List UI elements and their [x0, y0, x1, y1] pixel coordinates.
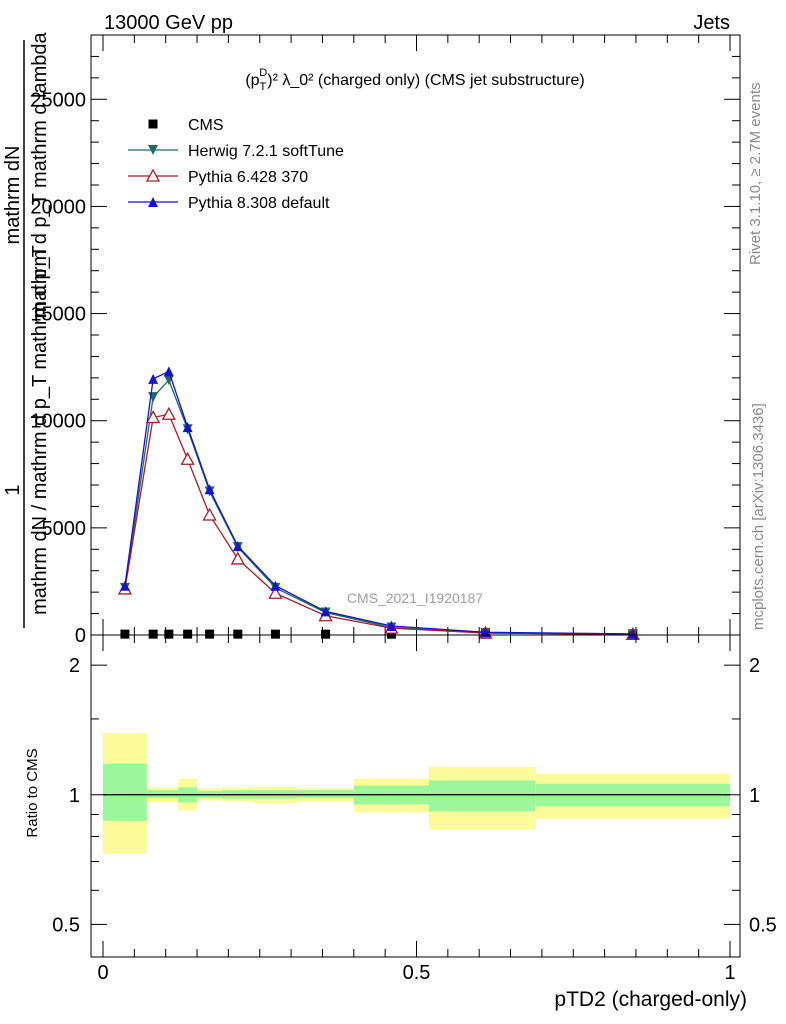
- ratio-x-tick-label: 1: [724, 962, 735, 984]
- data-point: [148, 373, 159, 384]
- data-point: [321, 629, 331, 639]
- data-point: [148, 197, 158, 207]
- header-left: 13000 GeV pp: [104, 12, 233, 34]
- ratio-y-tick-label-right: 0.5: [749, 914, 777, 936]
- title-main: (p: [245, 72, 259, 89]
- ratio-band-inner: [297, 790, 354, 798]
- data-point: [145, 168, 161, 182]
- series-3: [119, 366, 638, 639]
- main-ylabel: 1 mathrm dN mathrm d p_T mathrm d lambda…: [2, 31, 51, 628]
- data-point: [270, 629, 280, 639]
- legend-item: Pythia 6.428 370: [128, 168, 308, 186]
- mcplots-label: mcplots.cern.ch [arXiv:1306.3436]: [750, 403, 767, 630]
- ratio-band-inner: [146, 790, 179, 798]
- ratio-band-inner: [103, 763, 147, 821]
- data-point: [386, 629, 396, 639]
- ratio-x-ticks: 0 0.5 1: [97, 635, 736, 984]
- data-point: [230, 551, 245, 565]
- ratio-y-tick-label: 0.5: [52, 914, 80, 936]
- ratio-frame: [90, 634, 741, 958]
- main-y-tick-label: 15000: [30, 304, 86, 326]
- ratio-y-tick-label: 2: [69, 655, 80, 677]
- main-y-tick-label: 20000: [30, 196, 86, 218]
- title-sub: T: [260, 81, 267, 93]
- legend-label: Pythia 6.428 370: [188, 169, 308, 186]
- ratio-y-tick-label: 1: [69, 785, 80, 807]
- ylabel-den2: mathrm dN / mathrm d p_T mathrm d p_T: [29, 245, 51, 615]
- data-point: [204, 484, 215, 495]
- data-point: [627, 628, 638, 639]
- ratio-y-ticks: 0.5 0.5 1 1 2 2: [52, 655, 777, 936]
- ratio-y-tick-label-right: 1: [749, 785, 760, 807]
- legend-item: Pythia 8.308 default: [128, 195, 330, 212]
- ratio-bands: [103, 733, 730, 854]
- ylabel-den1: mathrm d p_T mathrm d lambda: [29, 31, 51, 317]
- main-series: [117, 366, 640, 641]
- legend-label: CMS: [188, 117, 224, 134]
- header-right: Jets: [693, 12, 730, 34]
- data-point: [320, 606, 331, 617]
- data-point: [233, 629, 243, 639]
- data-point: [148, 629, 158, 639]
- data-point: [270, 580, 281, 591]
- main-x-ticks: [102, 35, 731, 635]
- data-point: [148, 119, 158, 129]
- data-point: [120, 629, 130, 639]
- main-y-tick-label: 10000: [30, 411, 86, 433]
- data-point: [183, 629, 193, 639]
- legend: CMS Herwig 7.2.1 softTune Pythia 6.428 370…: [128, 117, 344, 212]
- ylabel-top: 1: [2, 484, 24, 495]
- data-point: [119, 580, 130, 591]
- data-point: [164, 629, 174, 639]
- ratio-x-tick-label: 0.5: [403, 962, 431, 984]
- main-y-ticks: 0 5000 10000 15000 20000 25000: [30, 34, 740, 647]
- legend-item: CMS: [148, 117, 224, 134]
- title-sup: D: [259, 67, 267, 79]
- main-y-tick-label: 25000: [30, 89, 86, 111]
- data-point: [163, 366, 174, 377]
- ratio-band-inner: [429, 780, 536, 812]
- ratio-panel: 0.5 0.51 12 2 0 0.5 1 Ratio to CMS pTD2 (char…: [24, 634, 777, 1011]
- ratio-y-tick-label-right: 2: [749, 655, 760, 677]
- ylabel-num: mathrm dN: [2, 146, 24, 245]
- data-point: [232, 541, 243, 552]
- rivet-label: Rivet 3.1.10, ≥ 2.7M events: [747, 83, 764, 266]
- ratio-ylabel: Ratio to CMS: [24, 748, 41, 837]
- data-point: [146, 410, 161, 424]
- legend-item: Herwig 7.2.1 softTune: [128, 143, 344, 160]
- data-point: [268, 585, 283, 599]
- main-title: (pTD)² λ_0² (charged only) (CMS jet subs…: [245, 67, 584, 93]
- legend-label: Herwig 7.2.1 softTune: [188, 143, 344, 160]
- main-y-tick-label: 5000: [42, 518, 87, 540]
- title-rest: )² λ_0² (charged only) (CMS jet substruc…: [267, 72, 584, 89]
- ratio-x-tick-label: 0: [97, 962, 108, 984]
- main-panel: 0 5000 10000 15000 20000 25000 CMS_2021_I1920…: [2, 31, 741, 647]
- data-point: [161, 406, 176, 420]
- data-point: [205, 629, 215, 639]
- main-y-tick-label: 0: [75, 625, 86, 647]
- watermark: CMS_2021_I1920187: [347, 590, 483, 606]
- data-point: [148, 145, 158, 155]
- x-axis-label: pTD2 (charged-only): [554, 988, 747, 1011]
- data-point: [180, 451, 195, 465]
- data-point: [182, 422, 193, 433]
- data-point: [202, 507, 217, 521]
- legend-label: Pythia 8.308 default: [188, 195, 330, 212]
- data-point: [386, 621, 397, 631]
